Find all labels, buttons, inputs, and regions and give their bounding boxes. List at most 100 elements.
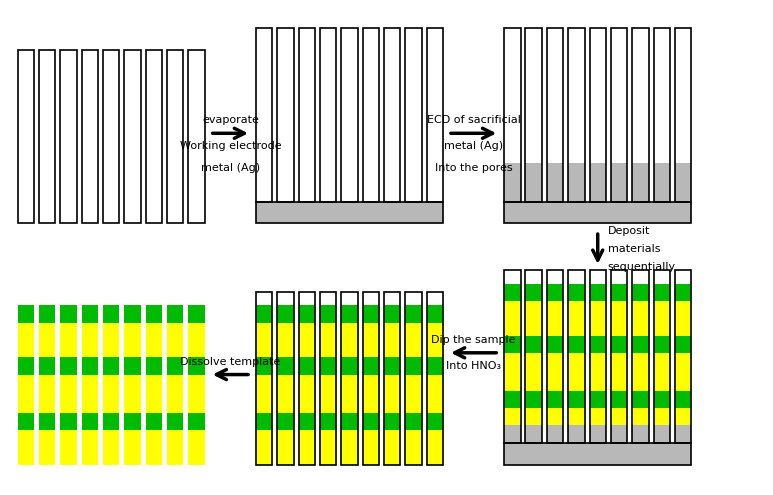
- Bar: [632, 336, 649, 353]
- Bar: [590, 29, 606, 201]
- Bar: [18, 323, 34, 357]
- Bar: [526, 301, 542, 336]
- Bar: [547, 270, 564, 443]
- Bar: [103, 357, 120, 375]
- Bar: [320, 323, 336, 357]
- Bar: [167, 375, 183, 413]
- Bar: [320, 305, 336, 323]
- Bar: [342, 323, 358, 357]
- Bar: [590, 391, 606, 408]
- Bar: [167, 413, 183, 430]
- Bar: [298, 357, 315, 375]
- Bar: [60, 305, 77, 323]
- Bar: [60, 375, 77, 413]
- Bar: [547, 408, 564, 443]
- Bar: [526, 353, 542, 391]
- Bar: [675, 336, 691, 353]
- Bar: [189, 305, 205, 323]
- Bar: [167, 305, 183, 323]
- Bar: [504, 353, 520, 391]
- Bar: [256, 413, 272, 430]
- Bar: [675, 270, 691, 443]
- Bar: [167, 357, 183, 375]
- Bar: [256, 357, 272, 375]
- Text: Deposit: Deposit: [608, 226, 650, 236]
- Bar: [278, 357, 294, 375]
- Bar: [189, 50, 205, 223]
- Bar: [39, 357, 56, 375]
- Bar: [363, 357, 379, 375]
- Bar: [405, 305, 422, 323]
- Bar: [124, 375, 141, 413]
- Bar: [632, 426, 649, 443]
- Bar: [103, 305, 120, 323]
- Bar: [526, 336, 542, 353]
- Text: Working electrode: Working electrode: [179, 141, 281, 151]
- Bar: [526, 29, 542, 201]
- Bar: [675, 391, 691, 408]
- Bar: [384, 305, 400, 323]
- Bar: [653, 408, 670, 443]
- Bar: [363, 305, 379, 323]
- Bar: [320, 375, 336, 413]
- Bar: [39, 305, 56, 323]
- Bar: [547, 426, 564, 443]
- Bar: [342, 357, 358, 375]
- Bar: [167, 323, 183, 357]
- Bar: [504, 163, 520, 201]
- Bar: [504, 301, 520, 336]
- Bar: [526, 284, 542, 301]
- Bar: [146, 430, 162, 464]
- Bar: [405, 430, 422, 464]
- Bar: [60, 413, 77, 430]
- Bar: [632, 391, 649, 408]
- Bar: [568, 270, 584, 443]
- Bar: [590, 284, 606, 301]
- Bar: [504, 29, 520, 201]
- Text: Dip the sample: Dip the sample: [431, 335, 516, 345]
- Bar: [18, 50, 34, 223]
- Bar: [384, 29, 400, 201]
- Bar: [384, 357, 400, 375]
- Bar: [189, 430, 205, 464]
- Bar: [342, 305, 358, 323]
- Bar: [632, 408, 649, 443]
- Bar: [504, 408, 520, 443]
- Bar: [547, 391, 564, 408]
- Bar: [611, 353, 627, 391]
- Bar: [590, 426, 606, 443]
- Bar: [526, 163, 542, 201]
- Bar: [103, 430, 120, 464]
- Bar: [39, 375, 56, 413]
- Bar: [82, 305, 98, 323]
- Bar: [547, 353, 564, 391]
- Bar: [320, 430, 336, 464]
- Bar: [653, 336, 670, 353]
- Bar: [256, 323, 272, 357]
- Bar: [653, 426, 670, 443]
- Bar: [189, 413, 205, 430]
- Bar: [146, 50, 162, 223]
- Bar: [504, 391, 520, 408]
- Bar: [384, 375, 400, 413]
- Bar: [504, 201, 691, 223]
- Bar: [124, 413, 141, 430]
- Bar: [427, 357, 443, 375]
- Bar: [60, 357, 77, 375]
- Text: Dissolve template: Dissolve template: [180, 357, 281, 367]
- Bar: [611, 284, 627, 301]
- Bar: [568, 408, 584, 443]
- Bar: [18, 430, 34, 464]
- Bar: [189, 375, 205, 413]
- Bar: [278, 305, 294, 323]
- Bar: [568, 284, 584, 301]
- Bar: [675, 284, 691, 301]
- Bar: [611, 29, 627, 201]
- Bar: [405, 375, 422, 413]
- Bar: [39, 413, 56, 430]
- Bar: [405, 323, 422, 357]
- Bar: [363, 413, 379, 430]
- Bar: [504, 284, 520, 301]
- Bar: [82, 323, 98, 357]
- Bar: [675, 353, 691, 391]
